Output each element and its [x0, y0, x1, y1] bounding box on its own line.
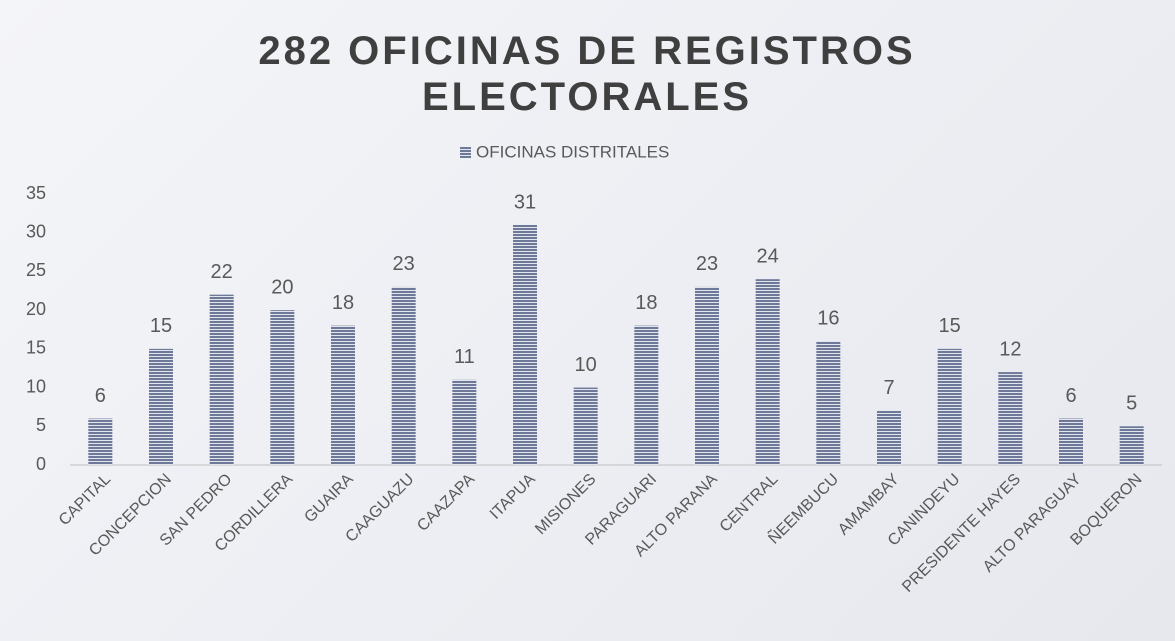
bar [513, 224, 537, 465]
data-label: 31 [514, 191, 536, 213]
legend-swatch [460, 147, 471, 158]
bar [937, 348, 962, 465]
bar [331, 325, 355, 465]
x-tick-label: CAAZAPA [414, 471, 478, 535]
y-tick-label: 10 [26, 376, 46, 396]
bar [391, 286, 416, 465]
y-tick-label: 15 [26, 338, 46, 358]
data-label: 18 [332, 292, 354, 314]
data-label: 20 [271, 276, 293, 298]
bar [877, 410, 901, 465]
bar [209, 294, 234, 465]
data-label: 12 [999, 338, 1021, 360]
x-tick-label: CENTRAL [717, 471, 782, 536]
y-tick-label: 30 [26, 221, 46, 241]
y-tick-label: 35 [26, 183, 46, 203]
data-label: 18 [635, 292, 657, 314]
bar [634, 325, 659, 465]
bar [270, 310, 295, 465]
data-label: 11 [454, 346, 475, 368]
x-tick-label: PRESIDENTE HAYES [899, 471, 1024, 596]
bar [1059, 418, 1083, 465]
bar [1119, 426, 1144, 465]
data-label: 7 [883, 377, 894, 399]
y-tick-label: 0 [36, 454, 46, 474]
bar [452, 379, 477, 465]
y-tick-label: 20 [26, 299, 46, 319]
data-label: 10 [575, 354, 597, 376]
data-label: 16 [817, 307, 839, 329]
data-label: 24 [757, 245, 779, 267]
data-label: 5 [1126, 393, 1137, 415]
bar [573, 387, 598, 465]
data-label: 23 [696, 253, 718, 275]
data-label: 22 [211, 261, 233, 283]
data-label: 6 [1065, 385, 1076, 407]
data-label: 6 [95, 385, 106, 407]
bar [695, 286, 719, 465]
bar [998, 372, 1023, 465]
y-tick-label: 5 [36, 415, 46, 435]
data-label: 15 [939, 315, 961, 337]
x-tick-label: ITAPUA [487, 471, 539, 523]
x-tick-label: CAPITAL [56, 471, 114, 529]
bar [149, 348, 173, 465]
x-tick-label: MISIONES [532, 471, 599, 538]
bar [755, 279, 780, 465]
data-label: 15 [150, 315, 172, 337]
data-label: 23 [393, 253, 415, 275]
bar [88, 418, 113, 465]
x-tick-label: GUAIRA [301, 471, 357, 527]
y-tick-label: 25 [26, 260, 46, 280]
chart-title: 282 OFICINAS DE REGISTROS ELECTORALES [258, 29, 916, 119]
bar [816, 341, 841, 465]
legend-label: OFICINAS DISTRITALES [476, 142, 669, 161]
